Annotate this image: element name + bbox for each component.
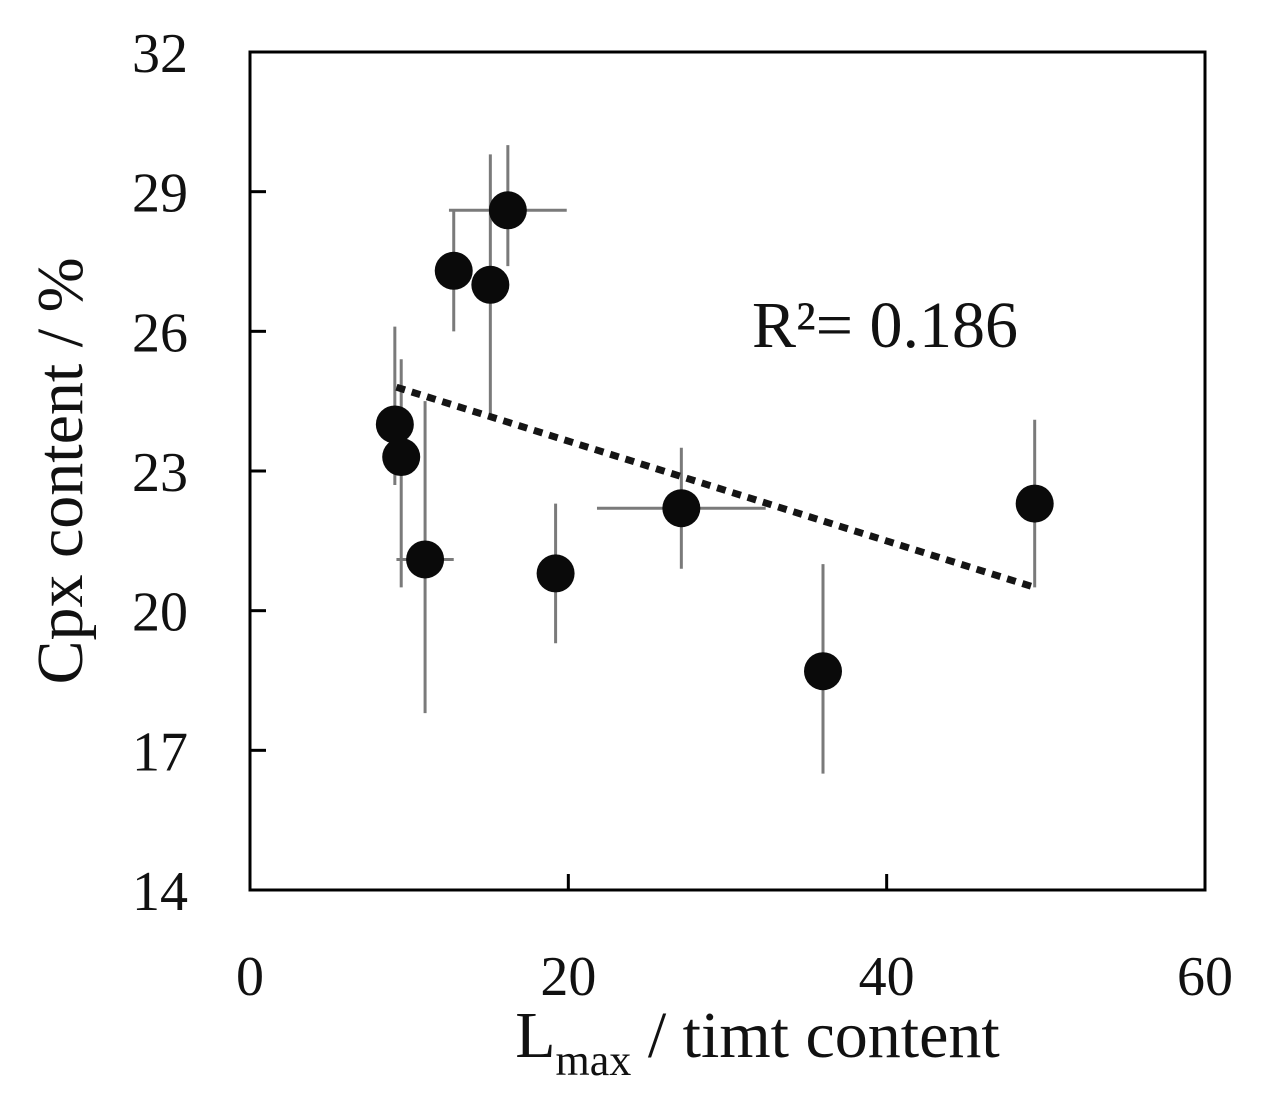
x-tick-label: 40 (859, 946, 915, 1008)
r-squared-annotation: R²= 0.186 (752, 289, 1018, 362)
x-axis-label-subscript: max (556, 1036, 632, 1085)
x-axis-label: Lmax / timt content (515, 999, 1000, 1085)
x-axis-label-rest: / timt content (631, 999, 999, 1072)
data-point (375, 405, 414, 444)
y-axis-label: Cpx content / % (24, 257, 97, 684)
y-tick-label: 23 (132, 442, 188, 504)
data-point (804, 652, 842, 691)
data-point (382, 438, 421, 477)
y-tick-label: 14 (132, 861, 188, 923)
y-tick-label: 29 (132, 163, 188, 225)
data-point (1015, 484, 1054, 523)
data-point (434, 251, 473, 290)
y-tick-label: 20 (132, 582, 188, 644)
x-tick-label: 0 (236, 946, 264, 1008)
data-point (488, 191, 527, 230)
data-point (662, 489, 701, 528)
x-axis-label-main: L (515, 999, 555, 1072)
y-tick-label: 26 (132, 302, 188, 364)
data-point (406, 540, 445, 579)
data-point (536, 554, 575, 593)
y-tick-label: 32 (132, 23, 188, 85)
x-tick-label: 60 (1177, 946, 1233, 1008)
y-tick-label: 17 (132, 721, 188, 783)
x-tick-label: 20 (540, 946, 596, 1008)
trendline (395, 383, 1036, 591)
data-point (471, 265, 510, 304)
